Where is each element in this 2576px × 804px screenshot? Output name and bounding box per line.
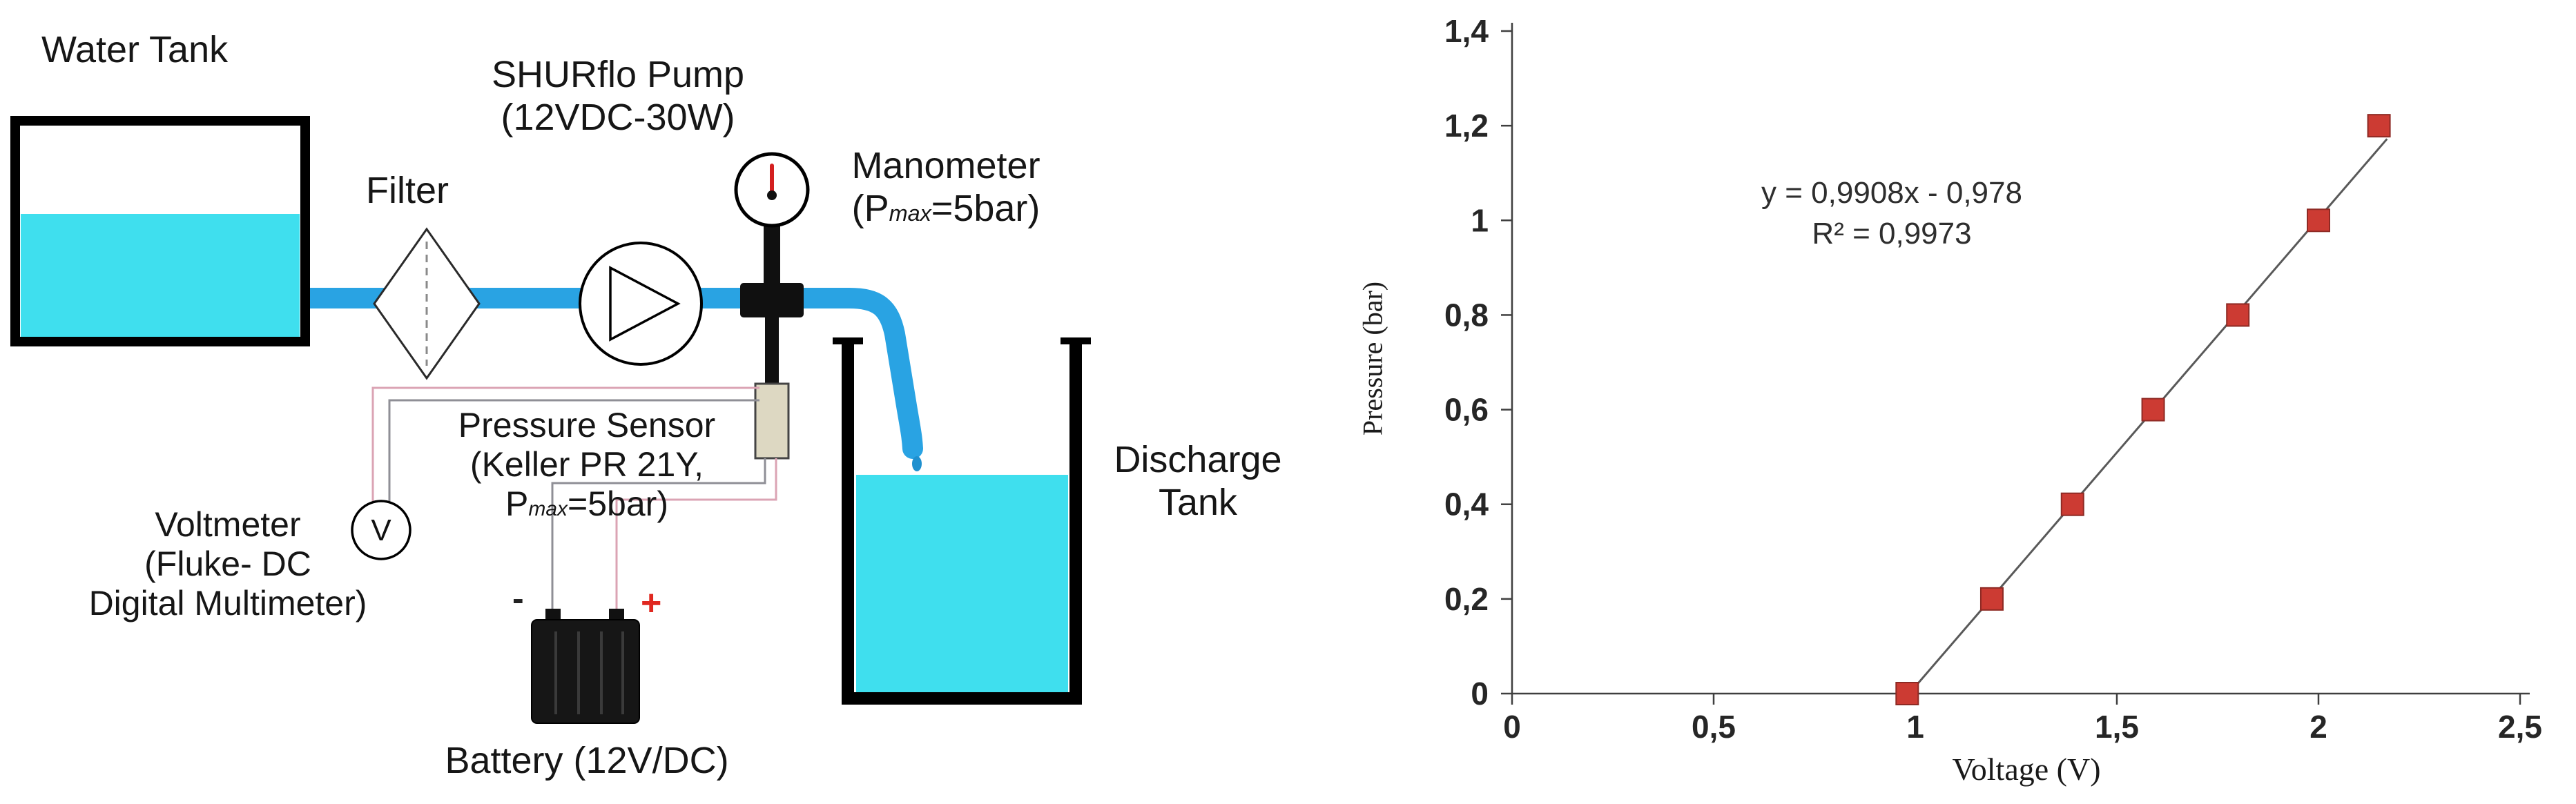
voltmeter-wire-gray (388, 399, 759, 501)
manometer-label-line2: (Pmax=5bar) (851, 187, 1040, 229)
pipe (290, 288, 923, 459)
battery-wire-negative (551, 458, 766, 618)
discharge-tank-walls (842, 340, 1082, 705)
x-tick-label: 2 (2309, 709, 2327, 745)
voltmeter: V (351, 500, 411, 560)
y-tick-label: 0,2 (1444, 581, 1489, 617)
voltmeter-label: Voltmeter (Fluke- DC Digital Multimeter) (52, 505, 404, 623)
manometer-label: Manometer (Pmax=5bar) (822, 145, 1070, 230)
calibration-chart-plot: 0 0,2 0,4 0,6 0,8 1 1,2 1,4 0 0,5 1 1,5 2 2,5 (1444, 13, 2542, 745)
manometer-stem (764, 225, 780, 288)
data-point-marker (2367, 114, 2391, 138)
pump-label-line2: (12VDC-30W) (501, 96, 735, 138)
wiring (371, 386, 777, 618)
y-tick-label: 0 (1471, 676, 1489, 712)
x-tick-label: 0 (1503, 709, 1521, 745)
data-point-marker (2060, 492, 2084, 516)
filter (373, 227, 481, 380)
manometer-tee-fitting (740, 283, 804, 317)
discharge-tank-label-line1: Discharge (1114, 439, 1282, 480)
x-tick-label: 2,5 (2498, 709, 2542, 745)
trendline-equation-line1: y = 0,9908x - 0,978 (1761, 176, 2022, 210)
discharge-tank (833, 337, 1091, 705)
discharge-tank-water (856, 475, 1068, 692)
water-tank (10, 116, 310, 346)
data-point-marker (2226, 303, 2250, 327)
pump-label-line1: SHURflo Pump (491, 54, 745, 95)
battery-body (531, 619, 640, 724)
x-tick-label: 1,5 (2095, 709, 2139, 745)
trendline-equation: y = 0,9908x - 0,978 R² = 0,9973 (1643, 173, 2140, 255)
pressure-sensor-label-line2: (Keller PR 21Y, (469, 445, 704, 484)
water-drip (912, 456, 922, 471)
data-point-marker (1979, 587, 2004, 611)
y-tick-label: 0,4 (1444, 487, 1489, 522)
y-tick-label: 1 (1471, 202, 1489, 238)
manometer-label-line1: Manometer (851, 145, 1040, 186)
voltmeter-label-line3: Digital Multimeter) (88, 584, 367, 622)
battery-terminal-positive (609, 609, 624, 621)
filter-label: Filter (366, 170, 449, 211)
pump-triangle (609, 266, 681, 342)
data-point-marker (2141, 398, 2165, 422)
battery-terminal-negative (545, 609, 561, 621)
pressure-sensor-body (754, 382, 790, 460)
y-axis-title: Pressure (bar) (1357, 281, 1388, 436)
y-tick-label: 1,2 (1444, 108, 1489, 144)
x-tick-label: 0,5 (1692, 709, 1736, 745)
voltmeter-label-line1: Voltmeter (155, 505, 301, 544)
discharge-tank-label: Discharge Tank (1101, 439, 1295, 524)
pressure-sensor-label-line1: Pressure Sensor (458, 406, 716, 444)
battery-minus-sign: - (512, 579, 524, 618)
voltmeter-wire-pink (371, 386, 759, 501)
trendline-r-squared: R² = 0,9973 (1812, 217, 1972, 251)
experimental-setup-diagram: V (10, 116, 1091, 724)
pressure-sensor-stem (765, 317, 779, 388)
voltmeter-symbol: V (371, 513, 391, 547)
pressure-sensor-label: Pressure Sensor (Keller PR 21Y, Pmax=5ba… (400, 406, 773, 524)
y-tick-label: 0,8 (1444, 297, 1489, 333)
voltmeter-circle (351, 500, 411, 560)
battery-plus-sign: + (641, 583, 662, 623)
pressure-sensor (754, 317, 790, 460)
water-tank-water (21, 214, 300, 337)
data-point-marker (1895, 682, 1919, 705)
pump-label: SHURflo Pump (12VDC-30W) (456, 54, 780, 139)
battery (531, 609, 640, 724)
battery-wire-positive (615, 458, 777, 618)
manometer (734, 152, 810, 317)
pressure-sensor-label-line3: Pmax=5bar) (505, 484, 668, 523)
data-point-marker (2307, 208, 2330, 233)
pump (579, 242, 703, 366)
voltmeter-label-line2: (Fluke- DC (144, 545, 311, 583)
calibration-chart: 0 0,2 0,4 0,6 0,8 1 1,2 1,4 0 0,5 1 1,5 2 2,5 Pressur… (1346, 0, 2576, 804)
water-tank-label: Water Tank (41, 29, 229, 70)
manometer-needle-hub (767, 190, 777, 200)
y-tick-label: 0,6 (1444, 392, 1489, 428)
x-tick-label: 1 (1906, 709, 1924, 745)
y-tick-label: 1,4 (1444, 13, 1489, 49)
discharge-tank-label-line2: Tank (1158, 481, 1238, 523)
x-axis-title: Voltage (V) (1952, 752, 2101, 787)
filter-diamond (373, 227, 481, 380)
battery-label: Battery (12V/DC) (445, 740, 729, 781)
